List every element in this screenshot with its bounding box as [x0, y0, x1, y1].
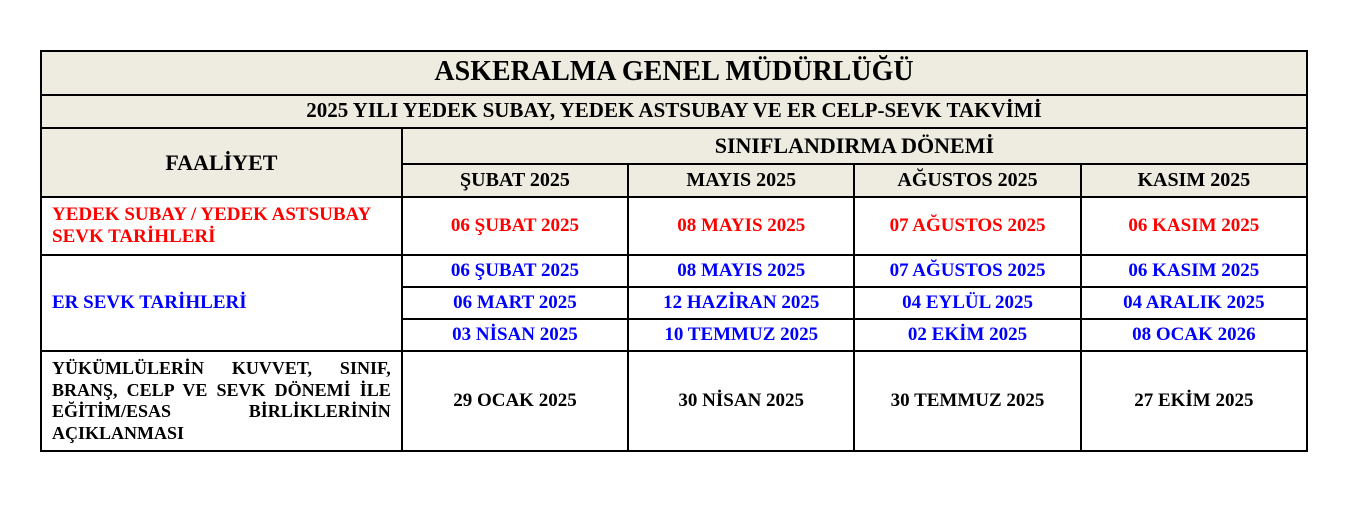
er-date-2-2: 02 EKİM 2025: [854, 319, 1080, 351]
aciklama-date-2: 30 TEMMUZ 2025: [854, 351, 1080, 451]
er-date-0-3: 06 KASIM 2025: [1081, 255, 1307, 287]
activity-yedek: YEDEK SUBAY / YEDEK ASTSUBAY SEVK TARİHL…: [41, 197, 402, 255]
row-yedek: YEDEK SUBAY / YEDEK ASTSUBAY SEVK TARİHL…: [41, 197, 1307, 255]
er-date-1-2: 04 EYLÜL 2025: [854, 287, 1080, 319]
er-date-2-1: 10 TEMMUZ 2025: [628, 319, 854, 351]
header-row-1: FAALİYET SINIFLANDIRMA DÖNEMİ: [41, 128, 1307, 164]
aciklama-date-0: 29 OCAK 2025: [402, 351, 628, 451]
er-date-1-0: 06 MART 2025: [402, 287, 628, 319]
activity-er: ER SEVK TARİHLERİ: [41, 255, 402, 351]
er-date-2-0: 03 NİSAN 2025: [402, 319, 628, 351]
er-date-0-0: 06 ŞUBAT 2025: [402, 255, 628, 287]
main-title: ASKERALMA GENEL MÜDÜRLÜĞÜ: [41, 51, 1307, 95]
title-row: ASKERALMA GENEL MÜDÜRLÜĞÜ: [41, 51, 1307, 95]
er-date-0-1: 08 MAYIS 2025: [628, 255, 854, 287]
er-date-0-2: 07 AĞUSTOS 2025: [854, 255, 1080, 287]
row-aciklama: YÜKÜMLÜLERİN KUVVET, SINIF, BRANŞ, CELP …: [41, 351, 1307, 451]
subtitle: 2025 YILI YEDEK SUBAY, YEDEK ASTSUBAY VE…: [41, 95, 1307, 128]
er-date-2-3: 08 OCAK 2026: [1081, 319, 1307, 351]
aciklama-date-3: 27 EKİM 2025: [1081, 351, 1307, 451]
month-header-1: MAYIS 2025: [628, 164, 854, 197]
period-header: SINIFLANDIRMA DÖNEMİ: [402, 128, 1307, 164]
activity-aciklama: YÜKÜMLÜLERİN KUVVET, SINIF, BRANŞ, CELP …: [41, 351, 402, 451]
page: ASKERALMA GENEL MÜDÜRLÜĞÜ 2025 YILI YEDE…: [0, 0, 1348, 492]
yedek-date-3: 06 KASIM 2025: [1081, 197, 1307, 255]
month-header-3: KASIM 2025: [1081, 164, 1307, 197]
month-header-0: ŞUBAT 2025: [402, 164, 628, 197]
aciklama-date-1: 30 NİSAN 2025: [628, 351, 854, 451]
subtitle-row: 2025 YILI YEDEK SUBAY, YEDEK ASTSUBAY VE…: [41, 95, 1307, 128]
yedek-date-2: 07 AĞUSTOS 2025: [854, 197, 1080, 255]
yedek-date-0: 06 ŞUBAT 2025: [402, 197, 628, 255]
activity-header: FAALİYET: [41, 128, 402, 197]
schedule-table: ASKERALMA GENEL MÜDÜRLÜĞÜ 2025 YILI YEDE…: [40, 50, 1308, 452]
row-er-0: ER SEVK TARİHLERİ 06 ŞUBAT 2025 08 MAYIS…: [41, 255, 1307, 287]
er-date-1-1: 12 HAZİRAN 2025: [628, 287, 854, 319]
er-date-1-3: 04 ARALIK 2025: [1081, 287, 1307, 319]
month-header-2: AĞUSTOS 2025: [854, 164, 1080, 197]
yedek-date-1: 08 MAYIS 2025: [628, 197, 854, 255]
